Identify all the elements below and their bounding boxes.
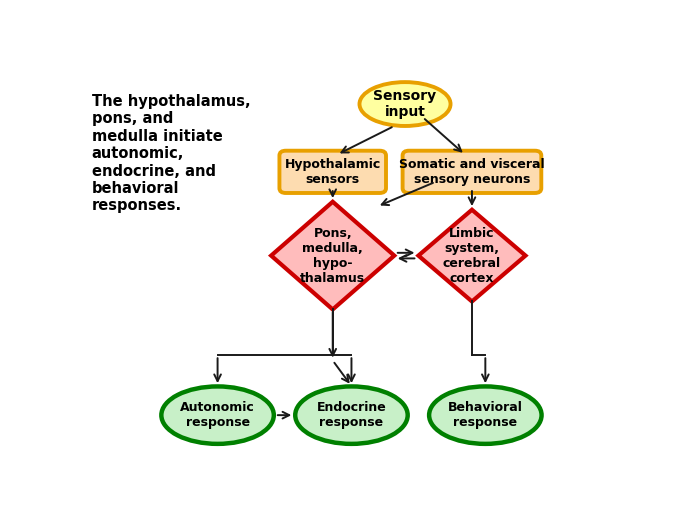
FancyBboxPatch shape	[279, 151, 386, 193]
Text: Limbic
system,
cerebral
cortex: Limbic system, cerebral cortex	[443, 226, 501, 284]
Polygon shape	[418, 210, 525, 301]
Ellipse shape	[295, 386, 408, 444]
Ellipse shape	[429, 386, 542, 444]
Text: Somatic and visceral
sensory neurons: Somatic and visceral sensory neurons	[399, 158, 545, 186]
FancyBboxPatch shape	[403, 151, 541, 193]
Text: Sensory
input: Sensory input	[373, 89, 437, 119]
Text: The hypothalamus,
pons, and
medulla initiate
autonomic,
endocrine, and
behaviora: The hypothalamus, pons, and medulla init…	[92, 94, 250, 213]
Text: Endocrine
response: Endocrine response	[316, 401, 386, 429]
Ellipse shape	[359, 82, 451, 126]
Text: Hypothalamic
sensors: Hypothalamic sensors	[285, 158, 381, 186]
Ellipse shape	[161, 386, 274, 444]
Text: Autonomic
response: Autonomic response	[180, 401, 255, 429]
Text: Pons,
medulla,
hypo-
thalamus: Pons, medulla, hypo- thalamus	[300, 226, 366, 284]
Polygon shape	[271, 202, 395, 309]
Text: Behavioral
response: Behavioral response	[448, 401, 523, 429]
